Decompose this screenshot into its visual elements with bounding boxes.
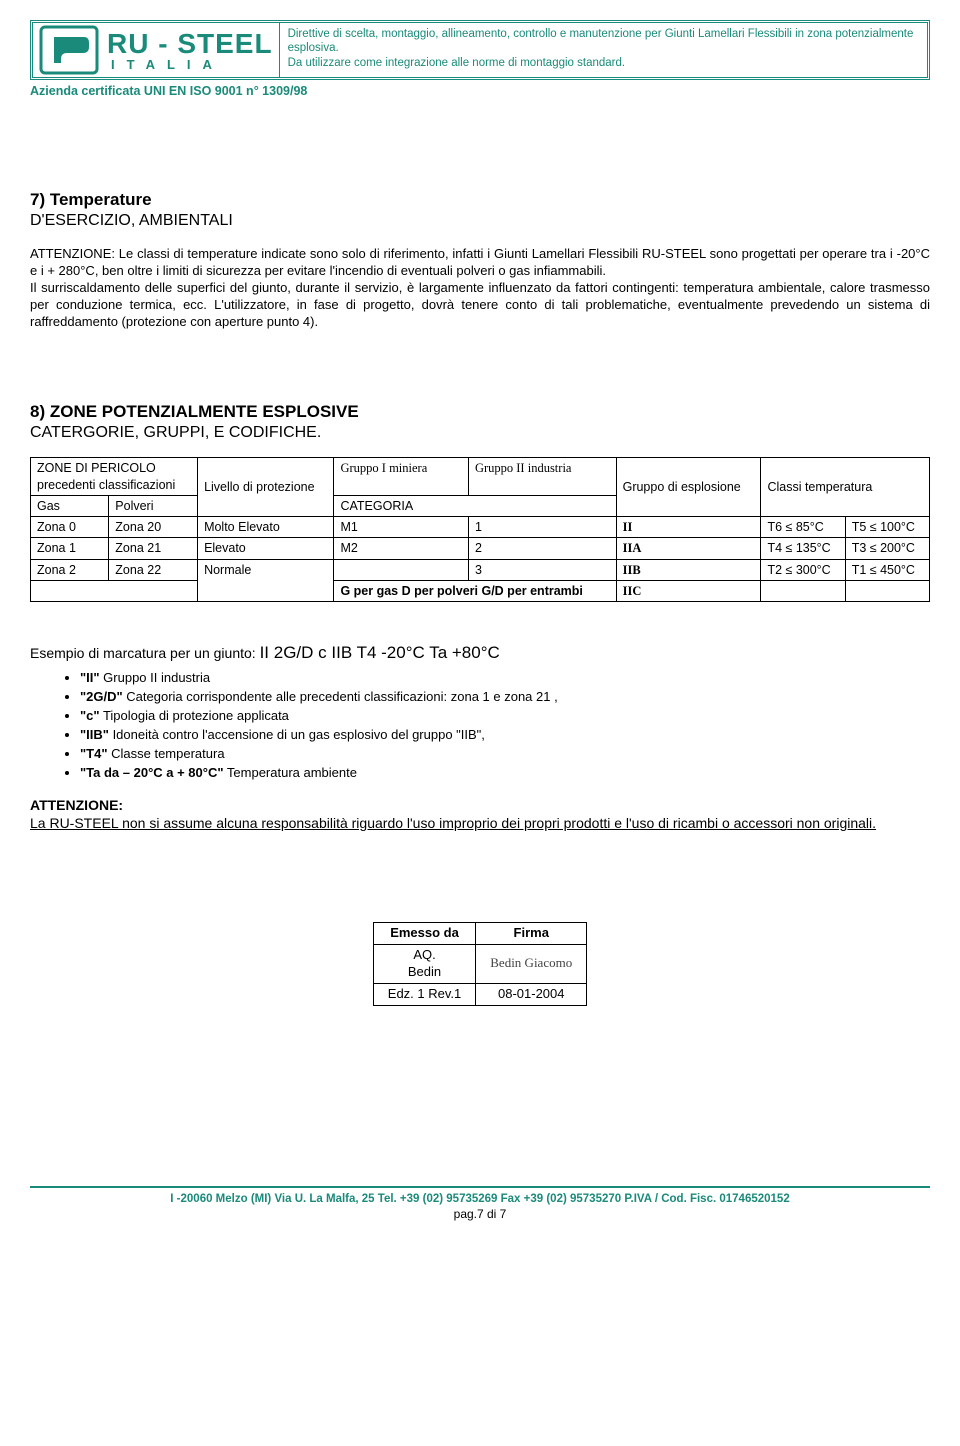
- cell-z20: Zona 20: [109, 517, 198, 538]
- sig-h1: Emesso da: [373, 923, 475, 945]
- cell-t5: T5 ≤ 100°C: [845, 517, 929, 538]
- list-item: "IIB" Idoneità contro l'accensione di un…: [80, 727, 930, 744]
- header-line1: Direttive di scelta, montaggio, allineam…: [288, 28, 914, 54]
- cell-c2: 2: [468, 538, 616, 559]
- company-logo-icon: [39, 25, 99, 75]
- signature-table: Emesso da Firma AQ. Bedin Bedin Giacomo …: [373, 922, 587, 1006]
- sig-h2: Firma: [476, 923, 587, 945]
- brand-block: RU - STEEL ITALIA: [107, 30, 273, 71]
- th-polveri: Polveri: [109, 495, 198, 516]
- cell-c1: 1: [468, 517, 616, 538]
- list-item: "II" Gruppo II industria: [80, 670, 930, 687]
- cell-t4: T4 ≤ 135°C: [761, 538, 845, 559]
- section-8: 8) ZONE POTENZIALMENTE ESPLOSIVE CATERGO…: [30, 401, 930, 603]
- brand-name: RU - STEEL: [107, 30, 273, 58]
- example-code: II 2G/D c IIB T4 -20°C Ta +80°C: [260, 643, 500, 662]
- page-number: pag.7 di 7: [30, 1207, 930, 1223]
- attention-label: ATTENZIONE:: [30, 796, 930, 814]
- th-gas: Gas: [31, 495, 109, 516]
- list-item: "T4" Classe temperatura: [80, 746, 930, 763]
- example-intro: Esempio di marcatura per un giunto:: [30, 645, 260, 661]
- cell-t2: T2 ≤ 300°C: [761, 559, 845, 580]
- section7-subtitle: D'ESERCIZIO, AMBIENTALI: [30, 211, 930, 232]
- section7-body: ATTENZIONE: Le classi di temperature ind…: [30, 246, 930, 330]
- section-7: 7) Temperature D'ESERCIZIO, AMBIENTALI A…: [30, 189, 930, 330]
- signature-image: Bedin Giacomo: [476, 944, 587, 983]
- cell-lv3: Normale: [198, 559, 334, 602]
- logo-cell: RU - STEEL ITALIA: [33, 23, 280, 77]
- sig-aq: AQ.: [413, 947, 435, 962]
- cell-c3: 3: [468, 559, 616, 580]
- cell-ge2: IIA: [623, 541, 642, 555]
- footer-address: I -20060 Melzo (MI) Via U. La Malfa, 25 …: [30, 1192, 930, 1207]
- cell-ge1: II: [623, 520, 633, 534]
- th-g2: Gruppo II industria: [475, 461, 572, 475]
- marking-example: Esempio di marcatura per un giunto: II 2…: [30, 642, 930, 832]
- cell-t6: T6 ≤ 85°C: [761, 517, 845, 538]
- sig-name: Bedin: [408, 964, 441, 979]
- th-livello: Livello di protezione: [204, 480, 315, 494]
- section7-title: 7) Temperature: [30, 189, 930, 211]
- section8-title: 8) ZONE POTENZIALMENTE ESPLOSIVE: [30, 401, 930, 423]
- list-item: "Ta da – 20°C a + 80°C" Temperatura ambi…: [80, 765, 930, 782]
- cell-z21: Zona 21: [109, 538, 198, 559]
- certification-line: Azienda certificata UNI EN ISO 9001 n° 1…: [30, 83, 930, 99]
- sig-date: 08-01-2004: [476, 983, 587, 1005]
- cell-m1: M1: [334, 517, 468, 538]
- list-item: "2G/D" Categoria corrispondente alle pre…: [80, 689, 930, 706]
- cell-ge3: IIB: [623, 563, 641, 577]
- cell-z22: Zona 22: [109, 559, 198, 580]
- cell-m2: M2: [334, 538, 468, 559]
- cell-lv1: Molto Elevato: [198, 517, 334, 538]
- cell-z2: Zona 2: [31, 559, 109, 580]
- th-gruppo: Gruppo di esplosione: [623, 480, 741, 494]
- cell-lv2: Elevato: [198, 538, 334, 559]
- cell-z0: Zona 0: [31, 517, 109, 538]
- cell-t3: T3 ≤ 200°C: [845, 538, 929, 559]
- page-footer: I -20060 Melzo (MI) Via U. La Malfa, 25 …: [30, 1186, 930, 1223]
- list-item: "c" Tipologia di protezione applicata: [80, 708, 930, 725]
- brand-subtitle: ITALIA: [107, 58, 273, 71]
- th-zone2: precedenti classificazioni: [37, 478, 175, 492]
- header-description: Direttive di scelta, montaggio, allineam…: [280, 23, 927, 77]
- sig-rev: Edz. 1 Rev.1: [373, 983, 475, 1005]
- section8-subtitle: CATERGORIE, GRUPPI, E CODIFICHE.: [30, 423, 930, 444]
- cell-ge4: IIC: [623, 584, 642, 598]
- header-box: RU - STEEL ITALIA Direttive di scelta, m…: [30, 20, 930, 80]
- cell-z1: Zona 1: [31, 538, 109, 559]
- cell-t1: T1 ≤ 450°C: [845, 559, 929, 580]
- cell-gline: G per gas D per polveri G/D per entrambi: [340, 584, 582, 598]
- classification-table: ZONE DI PERICOLO precedenti classificazi…: [30, 457, 930, 602]
- th-categoria: CATEGORIA: [334, 495, 616, 516]
- th-classi: Classi temperatura: [767, 480, 872, 494]
- disclaimer-text: La RU-STEEL non si assume alcuna respons…: [30, 814, 930, 832]
- example-list: "II" Gruppo II industria "2G/D" Categori…: [80, 670, 930, 781]
- header-line2: Da utilizzare come integrazione alle nor…: [288, 57, 626, 69]
- th-g1: Gruppo I miniera: [340, 461, 427, 475]
- th-zone1: ZONE DI PERICOLO: [37, 461, 156, 475]
